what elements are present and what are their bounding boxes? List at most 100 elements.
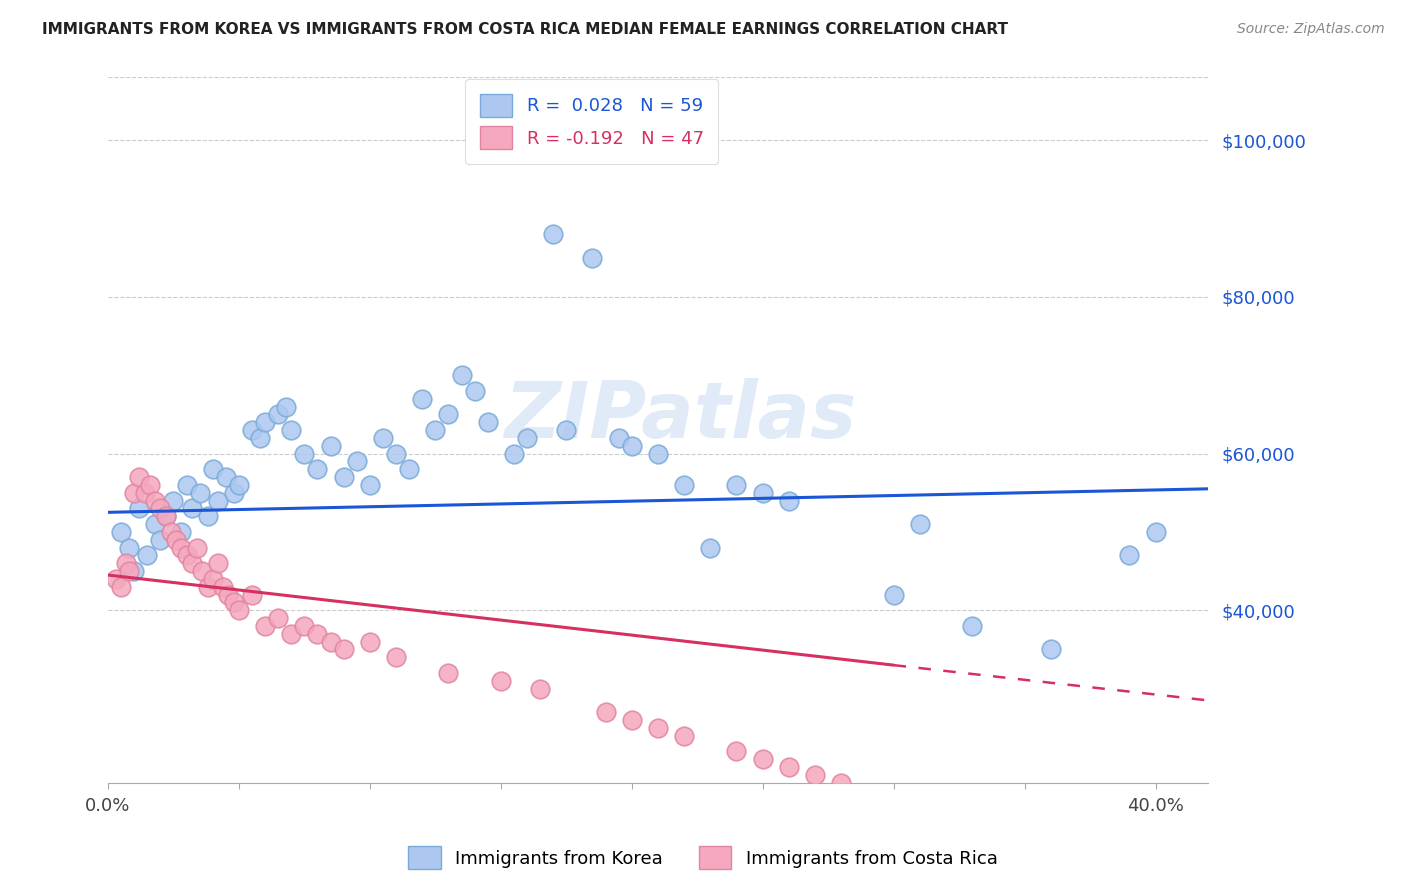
Point xyxy=(359,634,381,648)
Point xyxy=(115,556,138,570)
Point xyxy=(149,501,172,516)
Point xyxy=(176,478,198,492)
Point xyxy=(778,493,800,508)
Point xyxy=(170,541,193,555)
Point xyxy=(143,517,166,532)
Point xyxy=(180,556,202,570)
Point xyxy=(477,415,499,429)
Point xyxy=(207,493,229,508)
Point xyxy=(149,533,172,547)
Point xyxy=(437,408,460,422)
Point xyxy=(228,478,250,492)
Point xyxy=(673,478,696,492)
Point xyxy=(191,564,214,578)
Text: IMMIGRANTS FROM KOREA VS IMMIGRANTS FROM COSTA RICA MEDIAN FEMALE EARNINGS CORRE: IMMIGRANTS FROM KOREA VS IMMIGRANTS FROM… xyxy=(42,22,1008,37)
Point xyxy=(319,439,342,453)
Point xyxy=(207,556,229,570)
Point xyxy=(425,423,447,437)
Point xyxy=(197,580,219,594)
Point xyxy=(1118,549,1140,563)
Point xyxy=(346,454,368,468)
Point xyxy=(830,775,852,789)
Point xyxy=(162,493,184,508)
Point xyxy=(240,423,263,437)
Point xyxy=(464,384,486,398)
Point xyxy=(371,431,394,445)
Point xyxy=(647,446,669,460)
Point xyxy=(620,439,643,453)
Point xyxy=(699,541,721,555)
Point xyxy=(104,572,127,586)
Point xyxy=(254,415,277,429)
Point xyxy=(122,485,145,500)
Point xyxy=(160,524,183,539)
Point xyxy=(280,627,302,641)
Point xyxy=(274,400,297,414)
Point xyxy=(228,603,250,617)
Point xyxy=(136,549,159,563)
Point xyxy=(201,572,224,586)
Point xyxy=(118,564,141,578)
Point xyxy=(267,408,290,422)
Point xyxy=(411,392,433,406)
Point xyxy=(292,619,315,633)
Point xyxy=(128,501,150,516)
Point xyxy=(503,446,526,460)
Point xyxy=(673,729,696,743)
Point xyxy=(128,470,150,484)
Point xyxy=(212,580,235,594)
Point xyxy=(307,627,329,641)
Point xyxy=(307,462,329,476)
Point xyxy=(170,524,193,539)
Point xyxy=(222,595,245,609)
Point xyxy=(385,446,408,460)
Point xyxy=(529,681,551,696)
Point xyxy=(134,485,156,500)
Point xyxy=(541,227,564,242)
Point xyxy=(143,493,166,508)
Point xyxy=(751,752,773,766)
Point xyxy=(1039,642,1062,657)
Point xyxy=(620,713,643,727)
Text: ZIPatlas: ZIPatlas xyxy=(503,378,856,454)
Point xyxy=(122,564,145,578)
Point xyxy=(725,744,748,758)
Point xyxy=(240,588,263,602)
Point xyxy=(960,619,983,633)
Point xyxy=(489,673,512,688)
Point xyxy=(516,431,538,445)
Legend: R =  0.028   N = 59, R = -0.192   N = 47: R = 0.028 N = 59, R = -0.192 N = 47 xyxy=(465,79,718,164)
Point xyxy=(176,549,198,563)
Point xyxy=(607,431,630,445)
Point xyxy=(332,470,354,484)
Text: Source: ZipAtlas.com: Source: ZipAtlas.com xyxy=(1237,22,1385,37)
Point xyxy=(188,485,211,500)
Point xyxy=(385,650,408,665)
Point xyxy=(437,665,460,680)
Point xyxy=(908,517,931,532)
Point xyxy=(725,478,748,492)
Point xyxy=(254,619,277,633)
Point xyxy=(778,760,800,774)
Point xyxy=(883,588,905,602)
Point xyxy=(267,611,290,625)
Point xyxy=(180,501,202,516)
Point xyxy=(155,509,177,524)
Point xyxy=(165,533,187,547)
Point xyxy=(595,705,617,719)
Point xyxy=(110,524,132,539)
Point xyxy=(359,478,381,492)
Point xyxy=(249,431,271,445)
Point xyxy=(319,634,342,648)
Point xyxy=(217,588,239,602)
Point xyxy=(751,485,773,500)
Point xyxy=(398,462,420,476)
Point xyxy=(201,462,224,476)
Point xyxy=(450,368,472,383)
Point xyxy=(804,768,827,782)
Point xyxy=(155,509,177,524)
Point xyxy=(110,580,132,594)
Point xyxy=(280,423,302,437)
Point xyxy=(139,478,162,492)
Point xyxy=(555,423,578,437)
